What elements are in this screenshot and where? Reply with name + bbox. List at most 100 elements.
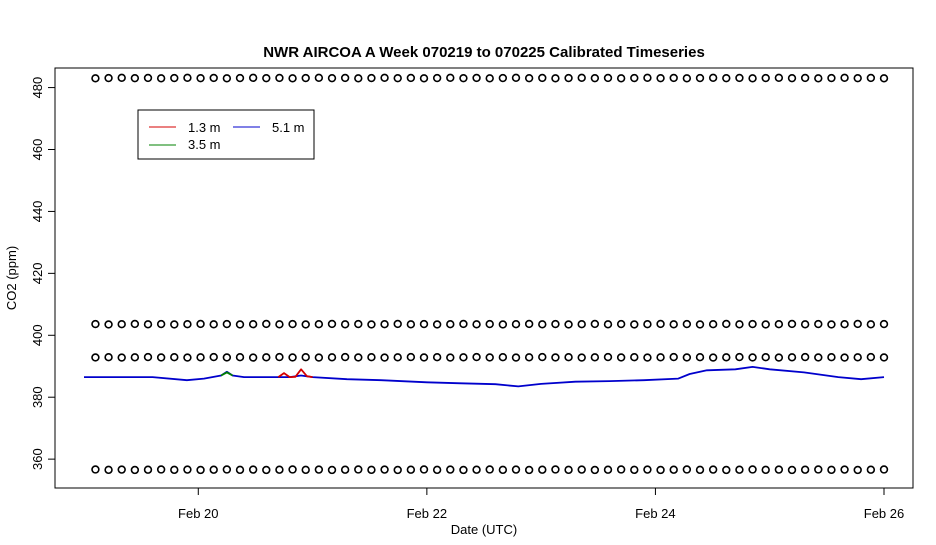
calibration-point xyxy=(774,353,784,362)
calibration-point xyxy=(472,352,481,362)
calibration-point xyxy=(722,73,731,83)
calibration-point xyxy=(827,353,836,362)
calibration-point xyxy=(498,465,508,475)
calibration-point xyxy=(630,73,639,83)
calibration-point xyxy=(117,73,126,82)
calibration-point xyxy=(301,73,310,83)
y-tick-label: 420 xyxy=(30,263,45,285)
calibration-point xyxy=(656,465,665,475)
series-line-5-1-m xyxy=(84,366,885,388)
calibration-point xyxy=(406,320,416,329)
calibration-point xyxy=(432,320,442,329)
calibration-point xyxy=(419,74,429,83)
calibration-point xyxy=(708,353,718,362)
calibration-point xyxy=(735,320,744,329)
calibration-point xyxy=(564,320,573,329)
calibration-point xyxy=(669,465,678,474)
calibration-point xyxy=(314,465,324,474)
calibration-point xyxy=(643,353,652,362)
calibration-point xyxy=(630,353,639,362)
calibration-point xyxy=(143,465,153,474)
calibration-point xyxy=(511,73,521,82)
calibration-point xyxy=(314,319,324,329)
calibration-point xyxy=(643,73,652,82)
calibration-point xyxy=(104,73,113,83)
legend: 1.3 m 3.5 m 5.1 m xyxy=(137,109,315,160)
calibration-point xyxy=(406,465,416,474)
calibration-point xyxy=(827,320,836,329)
calibration-point xyxy=(156,319,166,329)
calibration-point xyxy=(340,465,350,474)
calibration-point xyxy=(432,465,442,475)
calibration-point xyxy=(853,353,862,362)
calibration-point xyxy=(748,465,757,474)
y-tick-label: 400 xyxy=(30,324,45,346)
calibration-point xyxy=(432,353,442,362)
calibration-point xyxy=(262,353,271,362)
calibration-point xyxy=(196,465,205,475)
calibration-point xyxy=(590,465,600,475)
calibration-point xyxy=(630,465,639,475)
calibration-point xyxy=(183,319,192,329)
calibration-point xyxy=(656,73,665,83)
calibration-point xyxy=(682,353,692,362)
calibration-point xyxy=(814,74,823,83)
calibration-point xyxy=(354,465,363,474)
calibration-point xyxy=(590,353,600,362)
calibration-point xyxy=(577,353,586,362)
calibration-point xyxy=(551,319,560,329)
calibration-point xyxy=(327,73,337,83)
calibration-point xyxy=(117,319,126,329)
calibration-point xyxy=(419,353,429,362)
calibration-point xyxy=(761,465,770,475)
calibration-point xyxy=(288,353,297,362)
calibration-point xyxy=(262,319,271,329)
calibration-point xyxy=(695,465,705,475)
calibration-point xyxy=(235,465,245,475)
calibration-point xyxy=(879,465,889,474)
series-line-3-5-m xyxy=(220,371,234,377)
calibration-point xyxy=(209,465,218,474)
calibration-point xyxy=(551,465,560,474)
chart-title: NWR AIRCOA A Week 070219 to 070225 Calib… xyxy=(263,44,705,61)
calibration-point xyxy=(551,74,560,83)
x-tick-label: Feb 20 xyxy=(178,506,218,521)
calibration-point xyxy=(380,353,389,362)
x-axis-label: Date (UTC) xyxy=(451,522,517,537)
calibration-point xyxy=(340,73,350,83)
calibration-point xyxy=(814,353,823,362)
calibration-point xyxy=(235,353,245,362)
calibration-point xyxy=(524,465,534,475)
calibration-point xyxy=(262,73,271,83)
calibration-point xyxy=(879,353,889,362)
plot-frame xyxy=(54,67,914,489)
calibration-point xyxy=(196,319,205,329)
calibration-point xyxy=(511,319,521,329)
calibration-point xyxy=(511,353,521,362)
calibration-point xyxy=(222,353,232,362)
calibration-point xyxy=(722,465,731,475)
calibration-point xyxy=(209,320,218,329)
calibration-point xyxy=(143,352,153,362)
calibration-point xyxy=(748,319,757,329)
y-tick-label: 460 xyxy=(30,139,45,161)
calibration-point xyxy=(235,73,245,83)
x-tick-label: Feb 26 xyxy=(864,506,904,521)
calibration-point xyxy=(761,320,770,329)
calibration-point xyxy=(459,353,468,362)
calibration-point xyxy=(248,353,258,362)
calibration-point xyxy=(406,352,416,362)
calibration-point xyxy=(577,465,586,474)
y-tick-label: 380 xyxy=(30,386,45,408)
calibration-point xyxy=(656,319,665,329)
calibration-point xyxy=(840,73,849,82)
calibration-point xyxy=(446,465,455,474)
calibration-point xyxy=(866,73,876,83)
calibration-point xyxy=(748,353,757,362)
calibration-point xyxy=(735,73,744,83)
calibration-point xyxy=(485,465,494,474)
legend-label-3-5m: 3.5 m xyxy=(188,137,221,152)
calibration-point xyxy=(485,74,494,83)
calibration-point xyxy=(459,465,468,475)
